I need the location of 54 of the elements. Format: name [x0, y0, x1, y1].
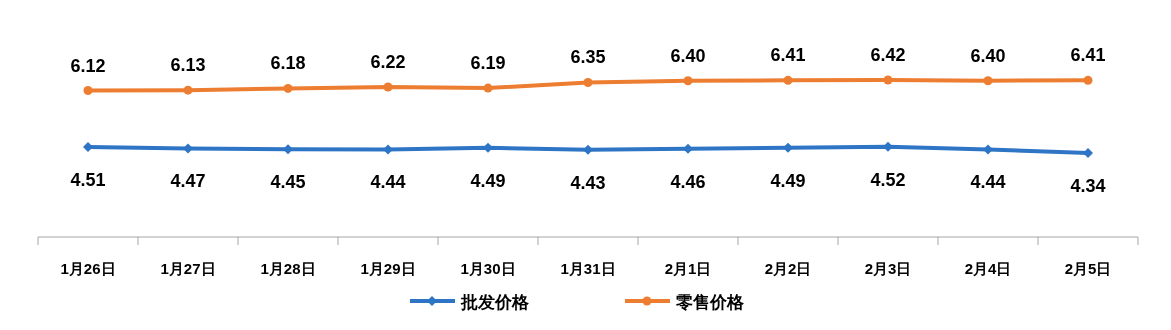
data-label: 6.19 [470, 53, 506, 74]
point [683, 76, 693, 86]
x-tick-label: 2月3日 [864, 260, 912, 277]
point [1083, 148, 1093, 158]
point [683, 143, 693, 154]
data-label: 6.42 [870, 45, 906, 65]
legend-label: 批发价格 [460, 293, 530, 312]
point [783, 142, 793, 153]
x-tick-label: 2月2日 [764, 260, 812, 277]
x-tick-label: 1月26日 [60, 260, 116, 277]
x-tick-label: 1月27日 [160, 260, 216, 277]
point [183, 143, 193, 154]
point [483, 83, 493, 93]
x-tick-label: 1月31日 [560, 260, 616, 277]
data-label: 4.49 [470, 170, 506, 191]
data-label: 4.44 [970, 172, 1006, 193]
legend-label: 零售价格 [675, 293, 745, 312]
data-label: 4.45 [270, 172, 306, 193]
data-label: 4.47 [170, 171, 206, 192]
point [983, 144, 993, 155]
x-tick-label: 2月4日 [964, 260, 1012, 277]
data-label: 6.40 [970, 45, 1006, 66]
point [983, 76, 993, 86]
data-label: 6.13 [170, 55, 206, 76]
data-label: 4.43 [570, 172, 606, 193]
point [383, 144, 393, 155]
data-label: 6.41 [1070, 45, 1106, 66]
x-tick-label: 1月29日 [360, 260, 416, 277]
point [83, 86, 93, 96]
data-label: 4.49 [770, 170, 806, 191]
point [783, 75, 793, 85]
point [883, 75, 893, 85]
data-label: 4.46 [670, 171, 706, 192]
data-label: 6.40 [670, 45, 706, 66]
point [283, 83, 293, 93]
data-label: 4.52 [870, 169, 906, 190]
point [1083, 75, 1093, 85]
x-tick-label: 2月1日 [664, 260, 712, 277]
data-label: 6.35 [570, 47, 606, 68]
point [183, 85, 193, 95]
data-label: 4.34 [1070, 176, 1106, 196]
data-label: 4.44 [370, 172, 406, 193]
point [383, 82, 393, 92]
data-label: 6.12 [70, 55, 106, 76]
x-tick-label: 1月28日 [260, 260, 316, 277]
data-label: 6.22 [370, 52, 406, 73]
point [283, 144, 293, 155]
data-label: 6.18 [270, 53, 306, 74]
data-label: 4.51 [70, 170, 106, 191]
point [583, 77, 593, 87]
point [583, 144, 593, 155]
x-tick-label: 2月5日 [1064, 260, 1112, 277]
data-label: 6.41 [770, 45, 806, 66]
x-tick-label: 1月30日 [460, 260, 516, 277]
